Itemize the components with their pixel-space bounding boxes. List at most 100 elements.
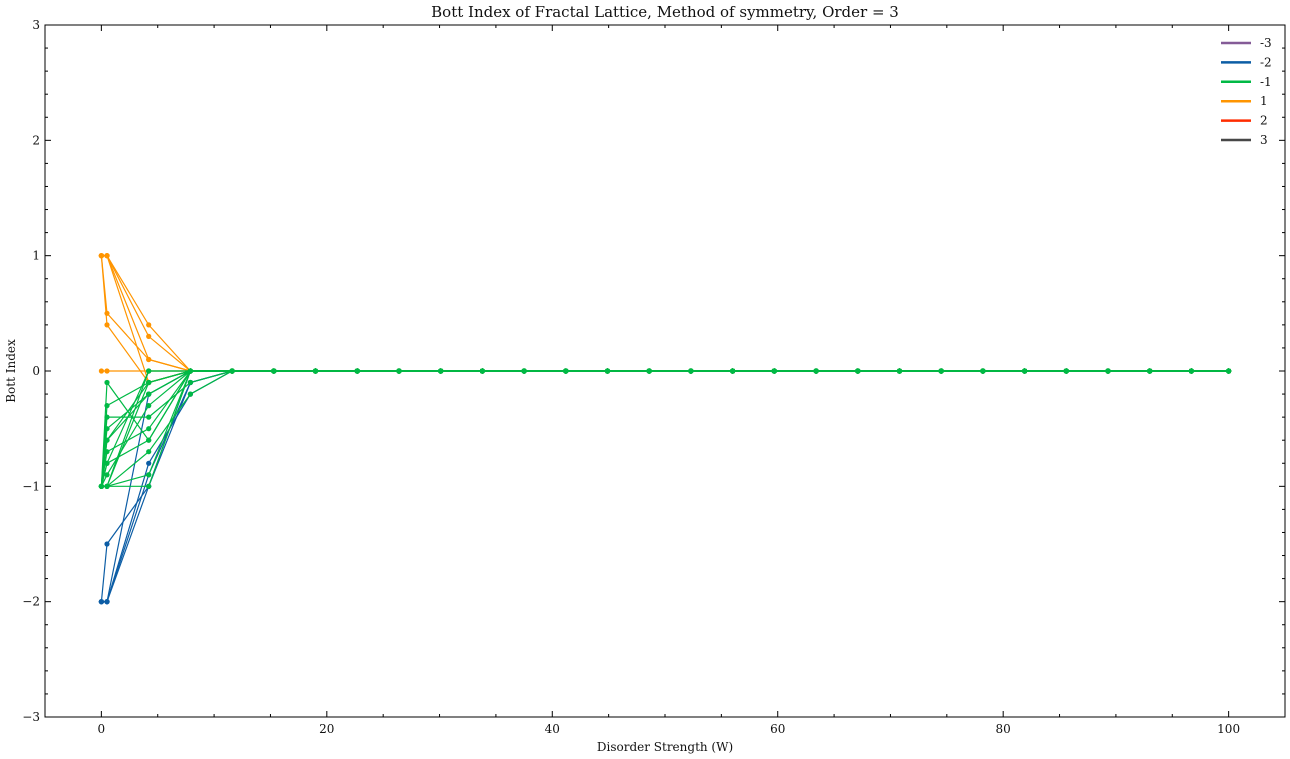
legend-label: -3 <box>1260 36 1272 50</box>
series-line <box>100 370 1229 487</box>
series-line <box>100 370 1229 487</box>
data-point <box>855 368 861 374</box>
series-16 <box>98 368 1232 489</box>
data-point <box>1188 368 1194 374</box>
series-12 <box>98 368 1232 489</box>
data-point <box>146 391 152 397</box>
data-point <box>146 483 152 489</box>
data-point <box>104 253 110 259</box>
x-tick-label: 0 <box>98 722 106 736</box>
data-point <box>521 368 527 374</box>
series-23 <box>98 368 1232 489</box>
data-point <box>146 426 152 432</box>
series-line <box>100 370 1229 487</box>
series-line <box>100 255 1229 384</box>
x-tick-label: 100 <box>1217 722 1240 736</box>
series-line <box>101 370 1229 487</box>
series-line <box>100 370 1229 487</box>
data-point <box>104 483 110 489</box>
data-point <box>312 368 319 374</box>
series-17 <box>98 368 1232 489</box>
data-point <box>104 472 110 478</box>
legend-entry: 3 <box>1221 133 1268 147</box>
data-point <box>146 322 152 328</box>
data-point <box>479 368 485 374</box>
series-13 <box>98 368 1232 489</box>
series-line <box>100 370 1229 487</box>
data-point <box>146 449 152 455</box>
y-axis-label: Bott Index <box>4 339 18 403</box>
data-point <box>813 368 819 374</box>
axis-ticks: 0 20 40 60 80 100 −3 −2 −1 0 1 2 3 <box>22 18 1286 736</box>
data-point <box>438 368 444 374</box>
series-0 <box>98 368 1232 605</box>
data-point <box>104 322 110 328</box>
y-tick-label: 1 <box>32 249 40 263</box>
series-19 <box>98 368 1232 489</box>
series-line <box>101 370 1229 603</box>
legend-entry: -3 <box>1221 36 1272 50</box>
data-point <box>688 368 694 374</box>
data-point <box>146 333 152 339</box>
data-point <box>104 599 110 605</box>
series-20 <box>98 368 1232 489</box>
series-2 <box>98 368 1232 605</box>
series-21 <box>98 368 1232 489</box>
x-tick-label: 20 <box>319 722 334 736</box>
series-6 <box>98 253 1232 374</box>
data-point <box>1105 368 1111 374</box>
legend-label: -1 <box>1260 75 1272 89</box>
data-point <box>104 414 110 420</box>
data-point <box>104 379 110 386</box>
series-line <box>101 255 1229 384</box>
x-axis-label: Disorder Strength (W) <box>597 740 733 754</box>
legend-entry: -2 <box>1221 55 1272 69</box>
series-24 <box>98 368 1232 489</box>
data-point <box>187 368 193 374</box>
data-point <box>980 368 986 374</box>
chart-title: Bott Index of Fractal Lattice, Method of… <box>431 3 899 21</box>
series-line <box>101 255 1229 372</box>
series-line <box>101 370 1229 487</box>
legend: -3 -2 -1 1 2 3 <box>1221 36 1272 147</box>
series-26 <box>98 368 1232 489</box>
x-tick-label: 60 <box>770 722 785 736</box>
data-point <box>104 437 110 443</box>
y-tick-label: 2 <box>32 133 40 147</box>
series-line <box>100 370 1229 487</box>
y-tick-label: −3 <box>22 710 40 724</box>
series-line <box>101 370 1229 487</box>
data-point <box>1226 368 1232 374</box>
data-point <box>146 460 152 466</box>
y-tick-label: −2 <box>22 595 40 609</box>
data-point <box>98 253 104 259</box>
data-point <box>771 368 777 374</box>
data-point <box>1022 368 1028 374</box>
x-tick-label: 80 <box>996 722 1011 736</box>
data-point <box>563 368 569 374</box>
data-point <box>1147 368 1153 374</box>
series-5 <box>98 253 1232 374</box>
series-14 <box>98 368 1232 489</box>
data-point <box>938 368 944 374</box>
data-point <box>104 403 110 409</box>
data-point <box>104 460 110 466</box>
series-4 <box>98 368 1232 605</box>
legend-label: -2 <box>1260 55 1272 69</box>
y-tick-label: −1 <box>22 479 40 493</box>
data-point <box>896 368 903 374</box>
series-line <box>101 370 1229 603</box>
series-18 <box>98 368 1232 489</box>
data-point <box>104 368 110 374</box>
data-point <box>146 403 152 409</box>
data-point <box>146 356 152 363</box>
series-15 <box>98 368 1232 489</box>
legend-label: 1 <box>1260 94 1268 108</box>
data-point <box>354 368 360 374</box>
data-point <box>146 472 152 478</box>
y-tick-label: 3 <box>32 18 40 32</box>
series-line <box>100 370 1229 487</box>
series-line <box>100 370 1229 487</box>
series-line <box>101 255 1229 372</box>
data-point <box>187 379 193 386</box>
